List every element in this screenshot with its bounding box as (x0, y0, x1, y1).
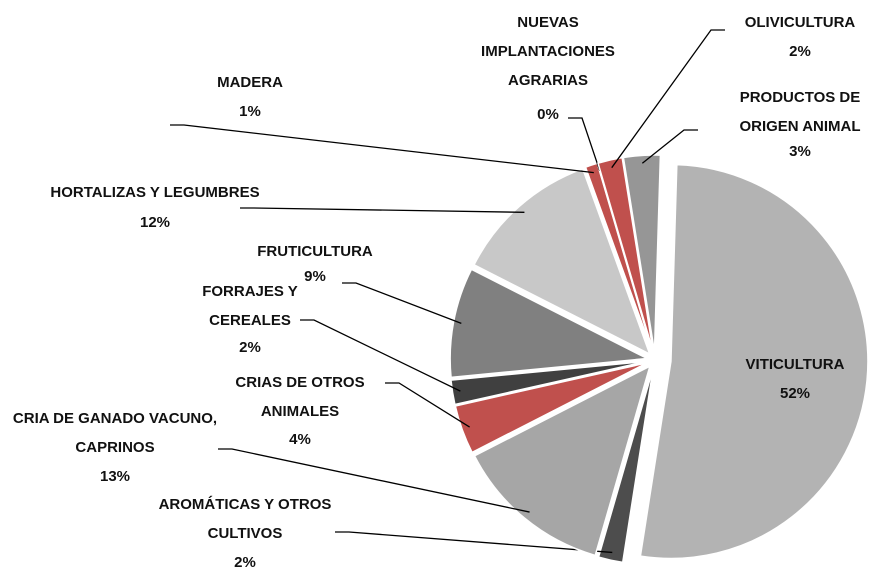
slice-value: 4% (289, 431, 311, 448)
pie-slice (597, 367, 655, 564)
slice-value: 2% (239, 339, 261, 356)
leader-line (170, 124, 594, 174)
slice-value: 2% (789, 43, 811, 60)
slice-label: HORTALIZAS Y LEGUMBRES (50, 184, 260, 201)
slice-label: NUEVAS IMPLANTACIONES AGRARIAS (481, 14, 615, 89)
slice-label: FORRAJES Y CEREALES (202, 283, 298, 329)
pie-slice (622, 154, 662, 353)
pie-slice (473, 167, 652, 356)
slice-value: 52% (779, 385, 811, 402)
slice-value: 1% (239, 103, 261, 120)
pie-slice (454, 361, 648, 454)
slice-label: OLIVICULTURA (744, 14, 856, 31)
slice-label: CRIAS DE OTROS ANIMALES (235, 374, 365, 420)
slice-label: FRUTICULTURA (257, 243, 373, 260)
leader-line (218, 448, 530, 513)
leader-line (300, 319, 461, 392)
slice-value: 3% (789, 143, 811, 160)
leader-line (641, 129, 698, 164)
slice-value: 2% (234, 554, 256, 570)
pie-slice (449, 268, 650, 379)
slice-label: AROMÁTICAS Y OTROS CULTIVOS (158, 496, 332, 542)
leader-line (240, 207, 525, 213)
slice-label: CRIA DE GANADO VACUNO, CAPRINOS (12, 410, 218, 456)
leader-line (385, 382, 470, 428)
slice-value: 0% (537, 106, 559, 123)
slice-label: VITICULTURA (745, 356, 845, 373)
slice-value: 9% (304, 268, 326, 285)
pie-slice (473, 364, 652, 557)
leader-line (611, 29, 725, 169)
pie-slice (639, 163, 869, 560)
pie-slice (450, 360, 648, 406)
pie-slice (597, 156, 654, 353)
slice-value: 13% (99, 468, 131, 485)
leader-line (342, 282, 462, 324)
leader-line (335, 531, 613, 554)
slice-label: PRODUCTOS DE ORIGEN ANIMAL (739, 89, 861, 135)
leader-line (568, 117, 601, 171)
slice-value: 12% (139, 214, 171, 231)
slice-label: MADERA (217, 74, 283, 91)
